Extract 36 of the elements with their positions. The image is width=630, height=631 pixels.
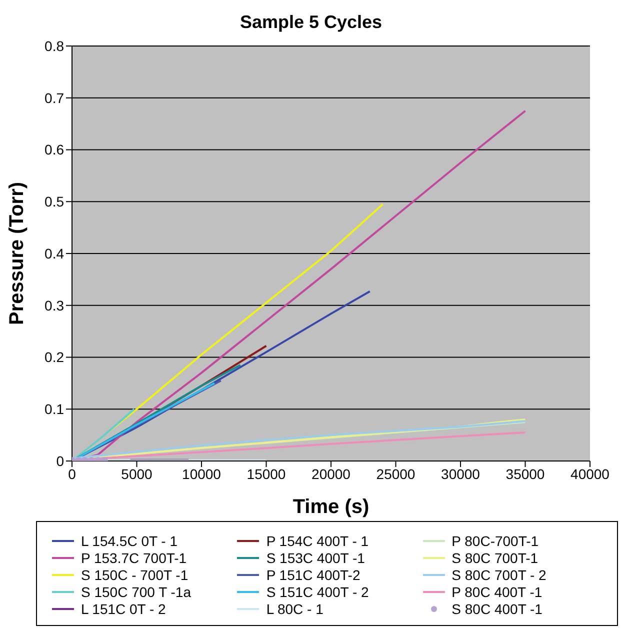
y-tick-label: 0.4 xyxy=(44,245,64,262)
x-tick-label: 40000 xyxy=(570,466,610,482)
legend-label: P 151C 400T-2 xyxy=(266,566,360,582)
x-axis-title: Time (s) xyxy=(292,496,370,518)
y-tick-label: 0 xyxy=(56,452,64,469)
y-tick-label: 0.8 xyxy=(44,38,64,54)
y-tick-label: 0.6 xyxy=(44,142,64,158)
legend-label: P 153.7C 700T-1 xyxy=(81,550,187,566)
y-tick-label: 0.3 xyxy=(44,297,64,314)
legend-label: L 151C 0T - 2 xyxy=(81,600,166,616)
legend-label: S 150C - 700T -1 xyxy=(81,566,188,582)
x-tick-label: 20000 xyxy=(312,466,351,482)
legend-label: S 80C 400T -1 xyxy=(452,600,542,616)
legend-label: P 154C 400T - 1 xyxy=(266,532,369,548)
x-tick-label: 10000 xyxy=(182,466,222,482)
x-tick-label: 0 xyxy=(68,466,76,482)
x-tick-label: 25000 xyxy=(376,466,416,482)
y-tick-label: 0.7 xyxy=(44,90,64,106)
x-tick-label: 15000 xyxy=(246,466,286,482)
legend-label: S 80C 700T-1 xyxy=(452,550,538,566)
legend-label: S 150C 700 T -1a xyxy=(81,584,192,600)
chart-title: Sample 5 Cycles xyxy=(238,11,384,34)
y-axis-title: Pressure (Torr) xyxy=(6,182,28,326)
y-tick-label: 0.2 xyxy=(44,349,64,366)
legend-label: L 154.5C 0T - 1 xyxy=(81,532,178,548)
legend-label: S 153C 400T -1 xyxy=(266,550,365,566)
x-tick-label: 5000 xyxy=(121,466,153,482)
y-tick-label: 0.1 xyxy=(44,401,64,418)
y-tick-label: 0.5 xyxy=(44,194,64,210)
legend-label: S 80C 700T - 2 xyxy=(452,566,546,582)
x-tick-label: 35000 xyxy=(506,466,545,482)
legend-label: P 80C 400T -1 xyxy=(452,584,542,600)
legend-label: S 151C 400T - 2 xyxy=(266,584,369,600)
legend-label: L 80C - 1 xyxy=(266,600,324,616)
legend-label: P 80C-700T-1 xyxy=(452,532,539,548)
x-tick-label: 30000 xyxy=(441,466,480,482)
